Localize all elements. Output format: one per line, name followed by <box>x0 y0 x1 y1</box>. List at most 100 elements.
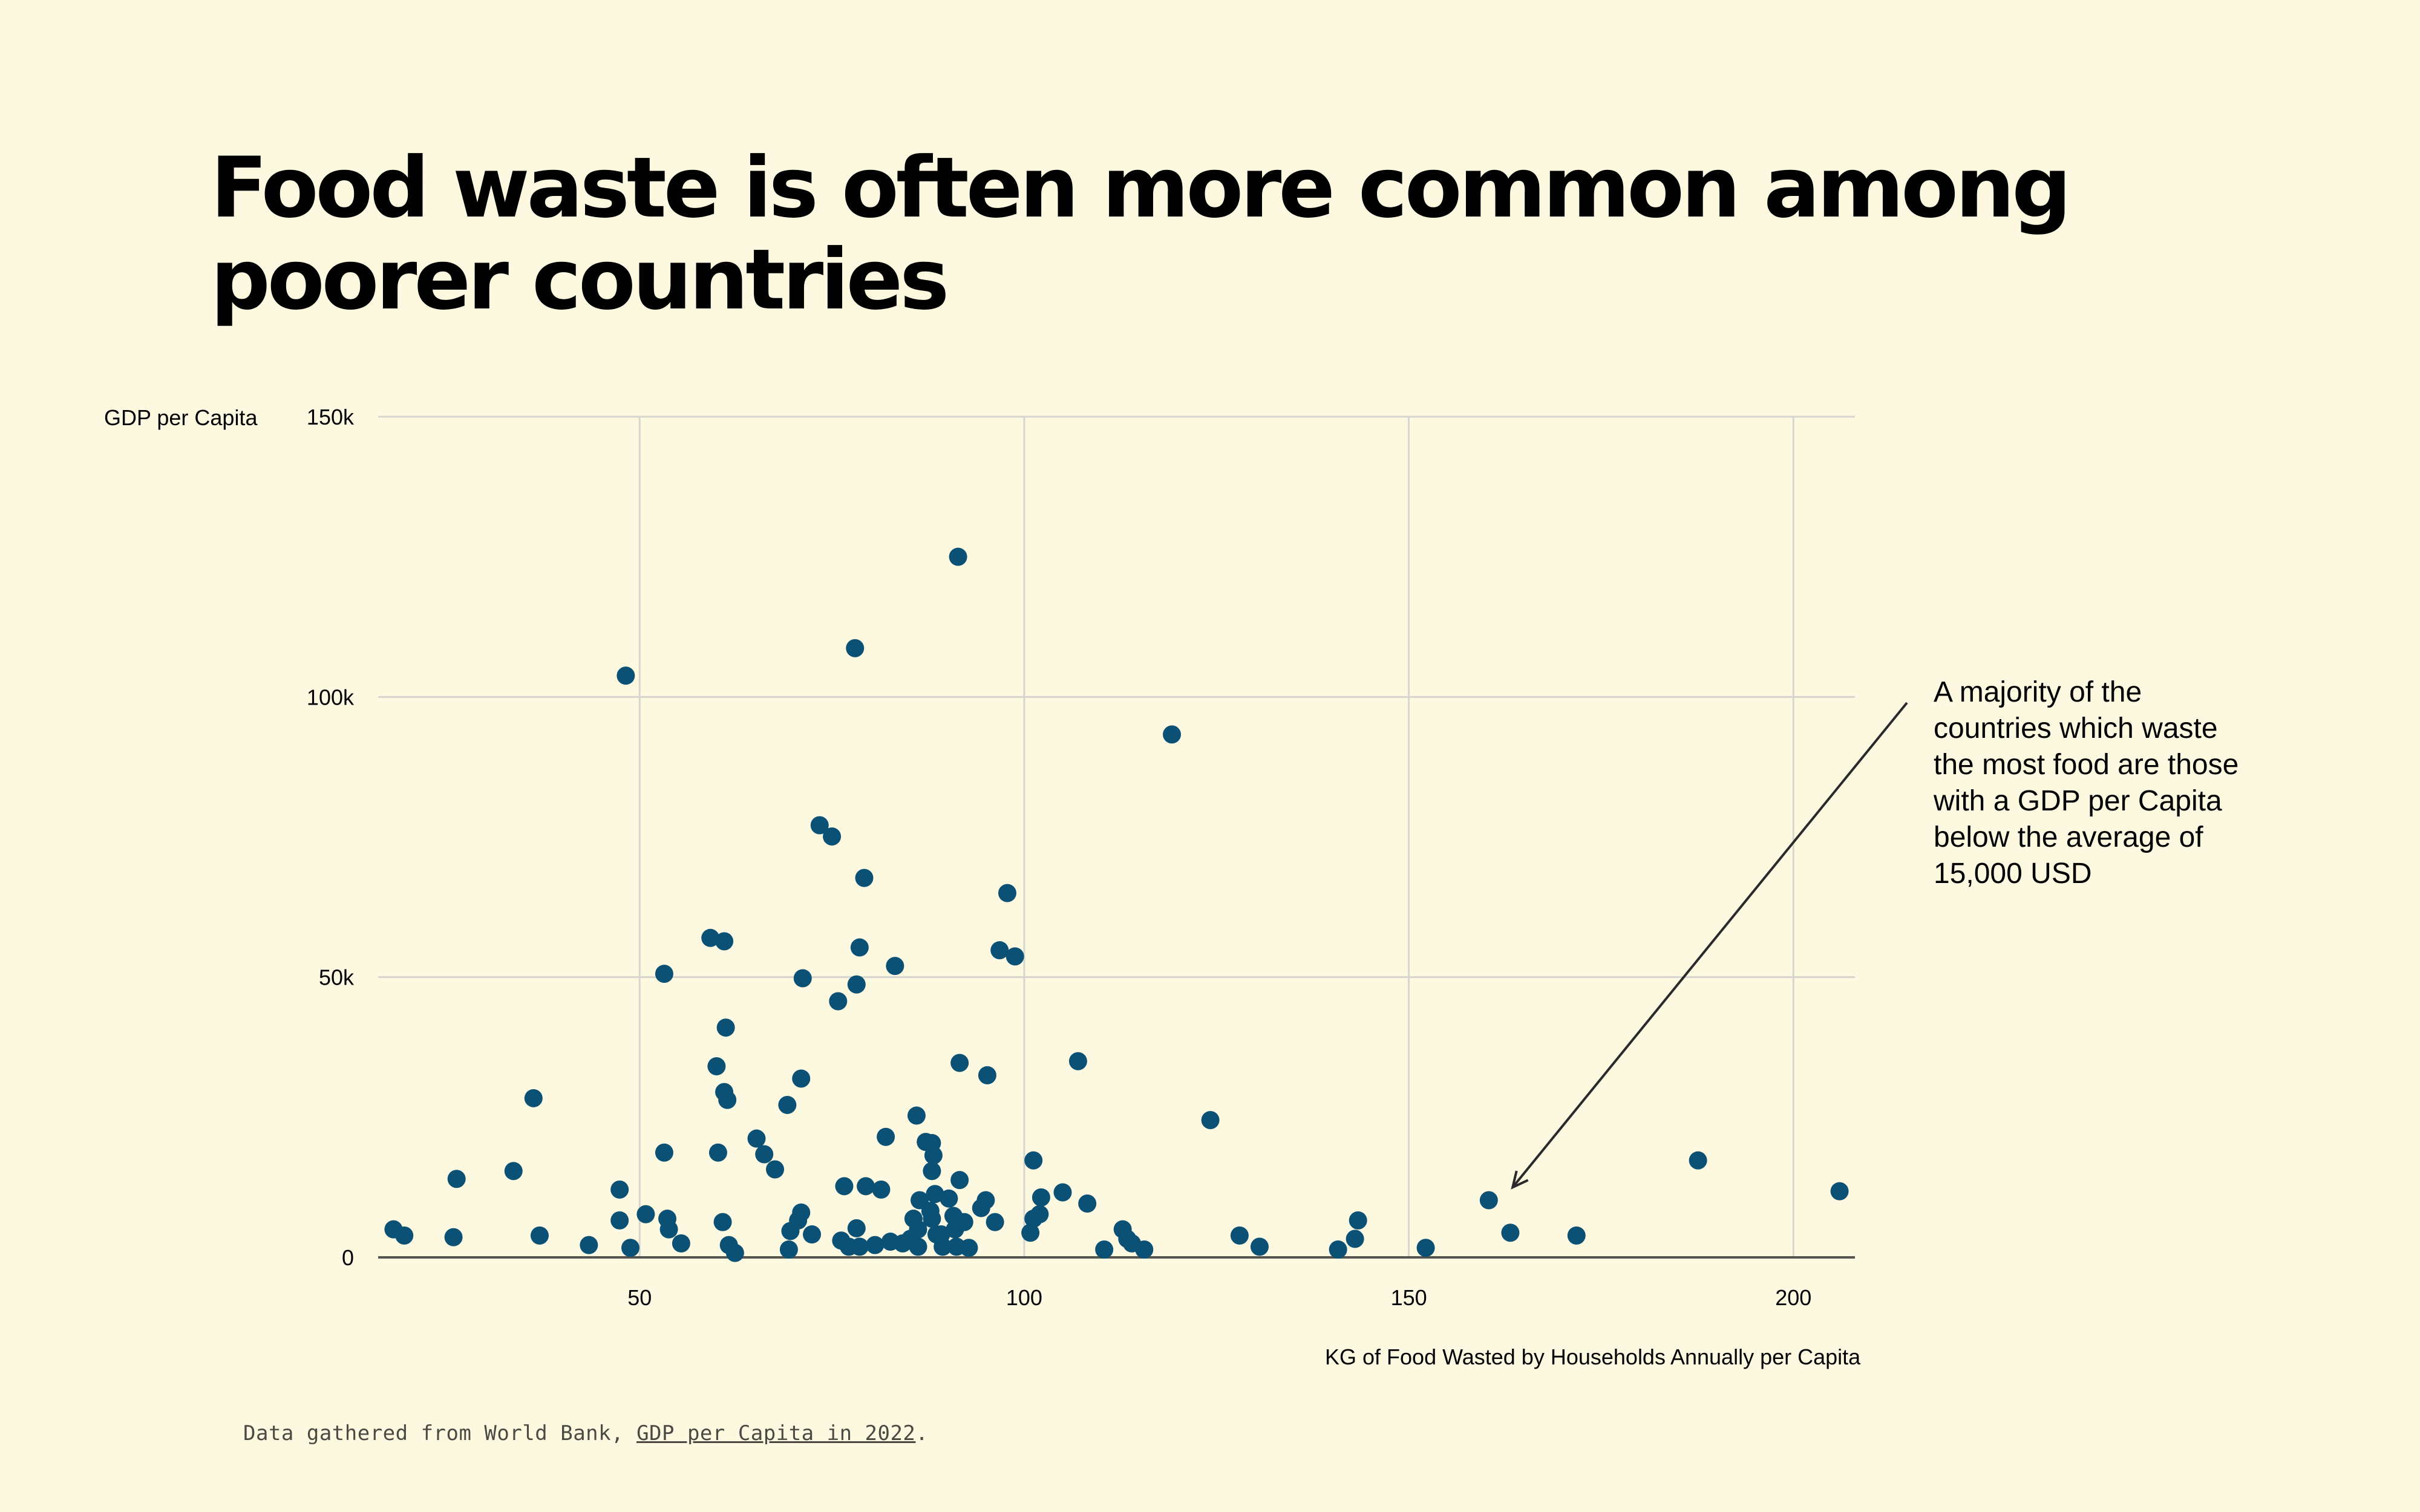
data-point <box>1349 1211 1367 1230</box>
data-point <box>616 666 635 685</box>
data-point <box>747 1129 766 1148</box>
data-point <box>823 827 842 846</box>
data-point <box>707 1057 726 1076</box>
data-point <box>950 1054 969 1072</box>
data-point <box>778 1095 797 1114</box>
data-point <box>846 639 865 657</box>
data-point <box>978 1066 996 1084</box>
data-point <box>835 1177 854 1196</box>
data-point <box>803 1225 822 1244</box>
tick-labels: 0 50k 100k 150k 50 100 150 200 <box>307 405 1811 1310</box>
data-point <box>716 1018 735 1037</box>
data-point <box>708 1143 727 1162</box>
y-tick-label: 100k <box>307 685 355 709</box>
data-point <box>1416 1239 1435 1257</box>
data-point <box>907 1106 926 1125</box>
data-point <box>940 1189 958 1208</box>
data-point <box>793 969 812 988</box>
y-tick-label: 50k <box>319 965 355 990</box>
data-point <box>866 1236 885 1254</box>
footnote-prefix: Data gathered from World Bank, <box>243 1421 637 1445</box>
data-point <box>960 1239 978 1257</box>
data-point <box>1068 1052 1087 1070</box>
data-point <box>395 1226 414 1245</box>
data-point <box>1329 1240 1347 1259</box>
annotation-arrow-head <box>1511 1170 1529 1190</box>
data-point <box>923 1162 941 1181</box>
data-point <box>1689 1151 1707 1170</box>
data-point <box>715 932 734 951</box>
x-axis-label: KG of Food Wasted by Households Annually… <box>1325 1344 1861 1369</box>
gridlines <box>378 415 1855 1257</box>
data-point <box>932 1225 950 1244</box>
data-point <box>701 928 720 947</box>
data-point <box>923 1210 941 1228</box>
data-point <box>610 1180 629 1199</box>
data-point <box>766 1160 785 1179</box>
data-point <box>792 1069 811 1088</box>
data-point <box>850 938 869 957</box>
data-point <box>672 1234 690 1253</box>
data-point <box>610 1211 629 1230</box>
source-footnote: Data gathered from World Bank, GDP per C… <box>243 1421 928 1445</box>
data-point <box>855 868 874 887</box>
y-tick-label: 150k <box>307 405 355 429</box>
data-point <box>1030 1205 1049 1224</box>
data-point <box>850 1237 869 1256</box>
data-point <box>976 1191 995 1210</box>
data-point <box>524 1089 543 1107</box>
footnote-suffix: . <box>915 1421 929 1445</box>
data-points <box>384 547 1849 1262</box>
data-point <box>1201 1110 1220 1129</box>
data-point <box>447 1170 466 1188</box>
chart-title: Food waste is often more common among po… <box>211 139 2072 328</box>
x-tick-label: 200 <box>1775 1285 1811 1310</box>
data-point <box>1567 1226 1586 1245</box>
data-point <box>659 1220 678 1239</box>
data-point <box>792 1203 811 1222</box>
data-point <box>621 1239 640 1257</box>
data-point <box>949 547 967 566</box>
data-point <box>1163 725 1182 744</box>
data-point <box>909 1237 927 1256</box>
data-point <box>847 975 866 994</box>
annotation-text: A majority of the countries which waste … <box>1934 676 2239 890</box>
data-point <box>1032 1188 1050 1207</box>
data-point <box>713 1213 732 1231</box>
data-point <box>950 1171 969 1190</box>
data-point <box>810 816 829 835</box>
data-point <box>886 957 904 976</box>
data-point <box>877 1127 895 1146</box>
data-point <box>1095 1240 1114 1259</box>
annotation-arrow-line <box>1511 702 1908 1188</box>
x-tick-label: 100 <box>1006 1285 1042 1310</box>
data-point <box>636 1205 655 1224</box>
data-point <box>504 1162 523 1181</box>
data-point <box>755 1145 774 1164</box>
data-point <box>1830 1182 1849 1201</box>
data-point <box>926 1185 944 1204</box>
data-point <box>530 1226 549 1245</box>
data-point <box>872 1180 891 1199</box>
data-point <box>829 992 848 1011</box>
data-point <box>1006 947 1024 966</box>
data-point <box>1135 1240 1154 1259</box>
data-point <box>1053 1183 1072 1202</box>
data-point <box>990 941 1009 960</box>
y-tick-label: 0 <box>342 1245 354 1270</box>
data-point <box>1479 1191 1498 1210</box>
data-point <box>857 1177 875 1196</box>
data-point <box>998 884 1016 902</box>
data-point <box>955 1213 973 1231</box>
data-point <box>655 1143 673 1162</box>
source-link[interactable]: GDP per Capita in 2022 <box>636 1421 916 1445</box>
data-point <box>725 1243 744 1262</box>
y-axis-label: GDP per Capita <box>104 405 258 430</box>
data-point <box>1021 1224 1040 1242</box>
data-point <box>779 1240 798 1259</box>
data-point <box>580 1236 598 1254</box>
data-point <box>986 1213 1004 1231</box>
x-tick-label: 50 <box>627 1285 652 1310</box>
data-point <box>444 1228 463 1246</box>
